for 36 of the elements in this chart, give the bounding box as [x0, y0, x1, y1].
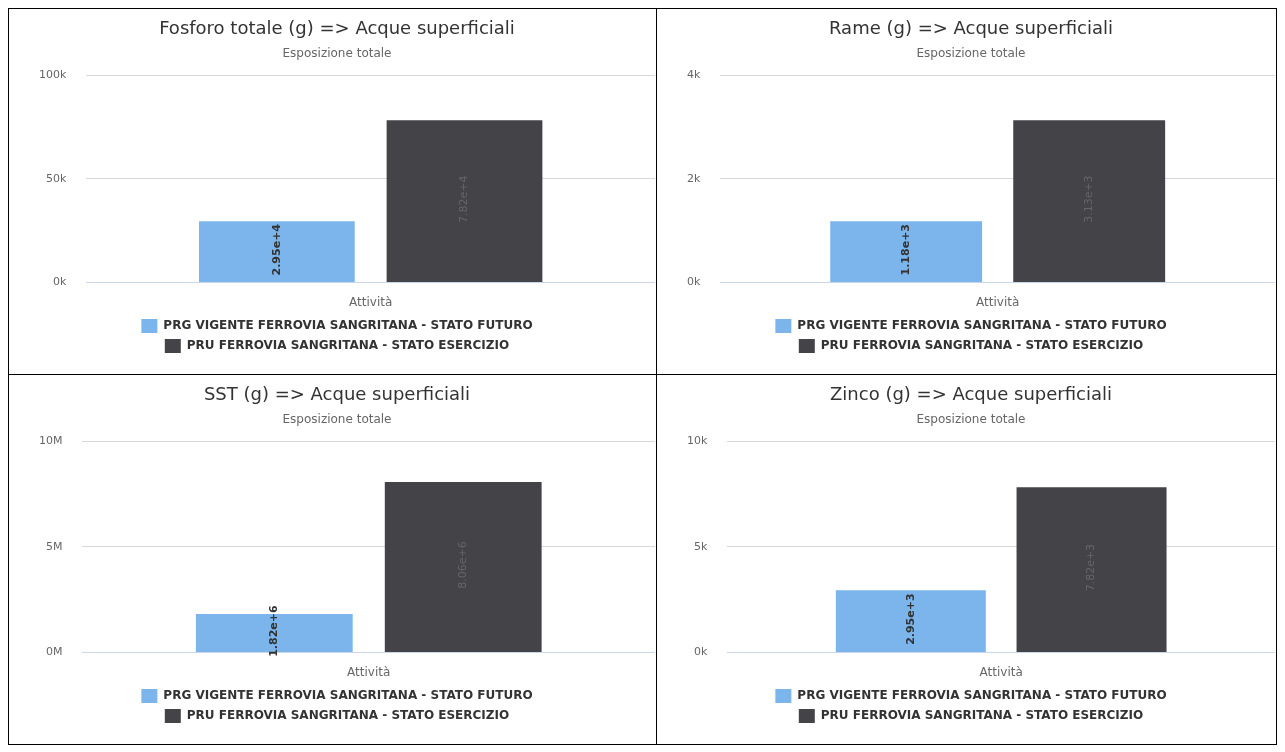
y-tick-label: 0k: [693, 645, 708, 659]
data-label: 1.82e+6: [267, 605, 281, 657]
legend-label: PRU FERROVIA SANGRITANA - STATO ESERCIZIO: [186, 338, 510, 353]
chart-title: Zinco (g) => Acque superficiali: [830, 383, 1112, 405]
legend-label: PRU FERROVIA SANGRITANA - STATO ESERCIZIO: [820, 708, 1144, 723]
y-tick-label: 10k: [686, 433, 708, 447]
y-tick-label: 100k: [38, 67, 67, 81]
y-tick-label: 50k: [45, 171, 67, 185]
legend-label: PRG VIGENTE FERROVIA SANGRITANA - STATO FUTURO: [797, 318, 1167, 333]
y-tick-label: 2k: [686, 171, 701, 185]
legend-label: PRU FERROVIA SANGRITANA - STATO ESERCIZIO: [820, 338, 1144, 353]
y-tick-label: 4k: [686, 67, 701, 81]
y-tick-label: 0M: [45, 645, 63, 659]
chart-title: Rame (g) => Acque superficiali: [828, 17, 1114, 39]
legend-label: PRU FERROVIA SANGRITANA - STATO ESERCIZIO: [186, 708, 510, 723]
legend-label: PRG VIGENTE FERROVIA SANGRITANA - STATO FUTURO: [797, 688, 1167, 703]
chart-subtitle: Esposizione totale: [916, 411, 1026, 426]
y-tick-label: 10M: [38, 433, 63, 447]
chart-title: SST (g) => Acque superficiali: [203, 383, 471, 405]
legend-label: PRG VIGENTE FERROVIA SANGRITANA - STATO FUTURO: [163, 318, 533, 333]
y-tick-label: 5k: [693, 539, 708, 553]
x-tick-label: Attività: [347, 664, 391, 679]
x-tick-label: Attività: [976, 294, 1020, 309]
y-tick-label: 0k: [686, 275, 701, 289]
y-tick-label: 5M: [45, 539, 63, 553]
y-tick-label: 0k: [52, 275, 67, 289]
chart-subtitle: Esposizione totale: [282, 411, 392, 426]
data-label: 2.95e+3: [903, 593, 917, 645]
chart-subtitle: Esposizione totale: [282, 45, 392, 60]
chart-subtitle: Esposizione totale: [916, 45, 1026, 60]
data-label: 2.95e+4: [269, 223, 283, 276]
x-tick-label: Attività: [979, 664, 1023, 679]
chart-title: Fosforo totale (g) => Acque superficiali: [159, 17, 515, 39]
data-label: 1.18e+3: [899, 223, 913, 276]
x-tick-label: Attività: [349, 294, 393, 309]
legend-label: PRG VIGENTE FERROVIA SANGRITANA - STATO FUTURO: [163, 688, 533, 703]
